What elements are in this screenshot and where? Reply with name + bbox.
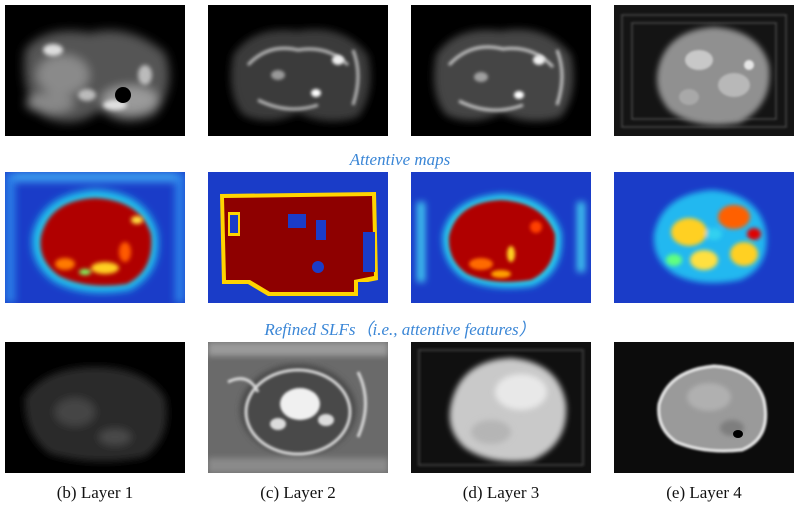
caption-layer4: (e) Layer 4 <box>666 483 742 502</box>
attentive-maps-title: Attentive maps <box>349 150 451 169</box>
row3-layer1-refined-feature <box>5 342 185 473</box>
row2-layer2-attention-map <box>208 172 388 303</box>
caption-layer2: (c) Layer 2 <box>260 483 336 502</box>
row2-layer4-image <box>614 172 794 303</box>
row1-layer2-image <box>208 5 388 136</box>
row1-layer4-image <box>614 5 794 136</box>
row1-layer3-image <box>411 5 591 136</box>
row3-layer2-refined-feature <box>208 342 388 473</box>
row2-layer3-attention-map <box>411 172 591 303</box>
row3-layer2-image <box>208 342 388 473</box>
row3-layer4-image <box>614 342 794 473</box>
row3-layer3-refined-feature <box>411 342 591 473</box>
refined-slfs-title: Refined SLFs（i.e., attentive features） <box>264 320 536 339</box>
row1-layer2-feature <box>208 5 388 136</box>
row3-layer1-image <box>5 342 185 473</box>
row2-layer4-attention-map <box>614 172 794 303</box>
row1-layer1-feature <box>5 5 185 136</box>
row2-layer3-image <box>411 172 591 303</box>
row2-layer1-image <box>5 172 185 303</box>
row1-layer1-image <box>5 5 185 136</box>
row1-layer4-feature <box>614 5 794 136</box>
caption-layer3: (d) Layer 3 <box>462 483 540 502</box>
row3-layer4-refined-feature <box>614 342 794 473</box>
row2-layer2-image <box>208 172 388 303</box>
row1-layer3-feature <box>411 5 591 136</box>
caption-layer1: (b) Layer 1 <box>56 483 134 502</box>
row2-layer1-attention-map <box>5 172 185 303</box>
row3-layer3-image <box>411 342 591 473</box>
